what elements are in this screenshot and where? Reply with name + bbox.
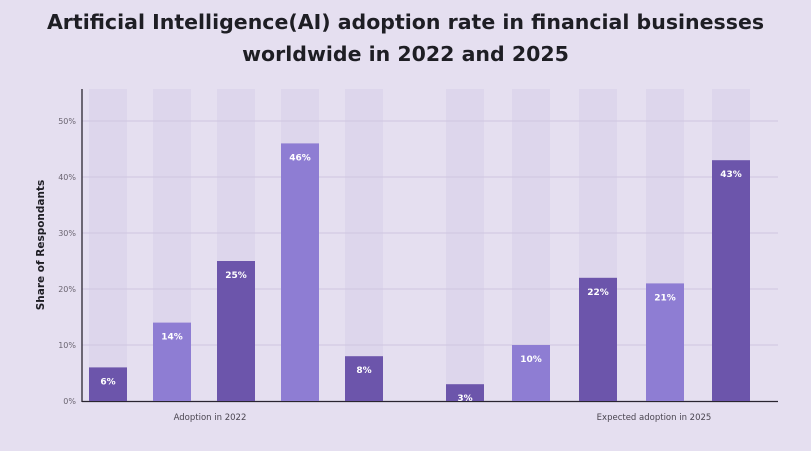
- data-label: 10%: [520, 355, 542, 365]
- y-tick-label: 0%: [63, 397, 76, 406]
- bar: [579, 277, 617, 401]
- y-tick-label: 20%: [58, 285, 76, 294]
- data-label: 6%: [100, 377, 115, 387]
- category-label: Adoption in 2022: [174, 413, 247, 423]
- data-label: 8%: [356, 366, 371, 376]
- bar: [345, 356, 383, 401]
- bar: [646, 283, 684, 401]
- data-label: 21%: [654, 293, 676, 303]
- data-label: 46%: [289, 153, 311, 163]
- chart-title: Artificial Intelligence(AI) adoption rat…: [0, 6, 811, 70]
- bar: [446, 384, 484, 401]
- category-label: Expected adoption in 2025: [597, 413, 712, 423]
- data-label: 43%: [720, 170, 742, 180]
- chart-title-text: Artificial Intelligence(AI) adoption rat…: [46, 10, 765, 66]
- data-label: 22%: [587, 288, 609, 298]
- bar: [512, 345, 550, 401]
- column-background: [446, 89, 484, 401]
- y-tick-label: 30%: [58, 229, 76, 238]
- bar: [89, 367, 127, 401]
- y-tick-label: 40%: [58, 173, 76, 182]
- y-axis-title: Share of Respondants: [35, 180, 47, 311]
- bar: [712, 160, 750, 401]
- bar: [217, 261, 255, 401]
- data-label: 14%: [161, 333, 183, 343]
- y-tick-label: 10%: [58, 341, 76, 350]
- column-background: [89, 89, 127, 401]
- y-tick-label: 50%: [58, 117, 76, 126]
- bar: [153, 322, 191, 401]
- bar: [281, 143, 319, 401]
- data-label: 3%: [457, 394, 472, 404]
- column-background: [345, 89, 383, 401]
- data-label: 25%: [225, 271, 247, 281]
